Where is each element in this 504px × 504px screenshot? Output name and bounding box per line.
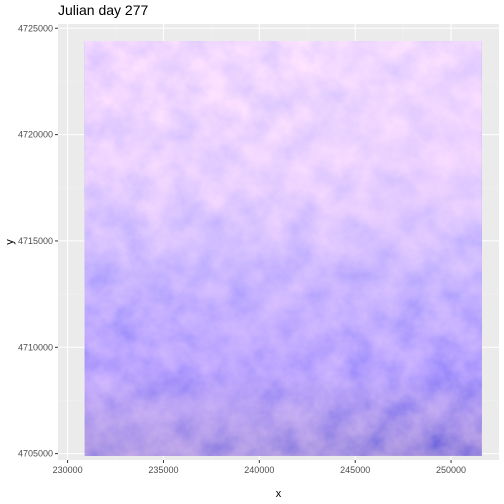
y-tick-label: 4705000 [18,449,53,459]
x-axis: 230000 235000 240000 245000 250000 [53,460,466,475]
x-tick-label: 250000 [436,465,466,475]
y-tick-label: 4720000 [18,130,53,140]
x-tick-label: 245000 [340,465,370,475]
y-tick-label: 4710000 [18,342,53,352]
y-axis-title: y [4,239,16,245]
x-tick-label: 235000 [148,465,178,475]
raster-image [84,41,482,456]
chart-title: Julian day 277 [58,2,149,18]
y-tick-label: 4725000 [18,23,53,33]
y-axis: 4705000 4710000 4715000 4720000 4725000 [18,23,58,459]
x-tick-label: 230000 [53,465,83,475]
raster-overlay [84,41,482,456]
y-tick-label: 4715000 [18,236,53,246]
x-axis-title: x [276,488,282,500]
x-tick-label: 240000 [244,465,274,475]
